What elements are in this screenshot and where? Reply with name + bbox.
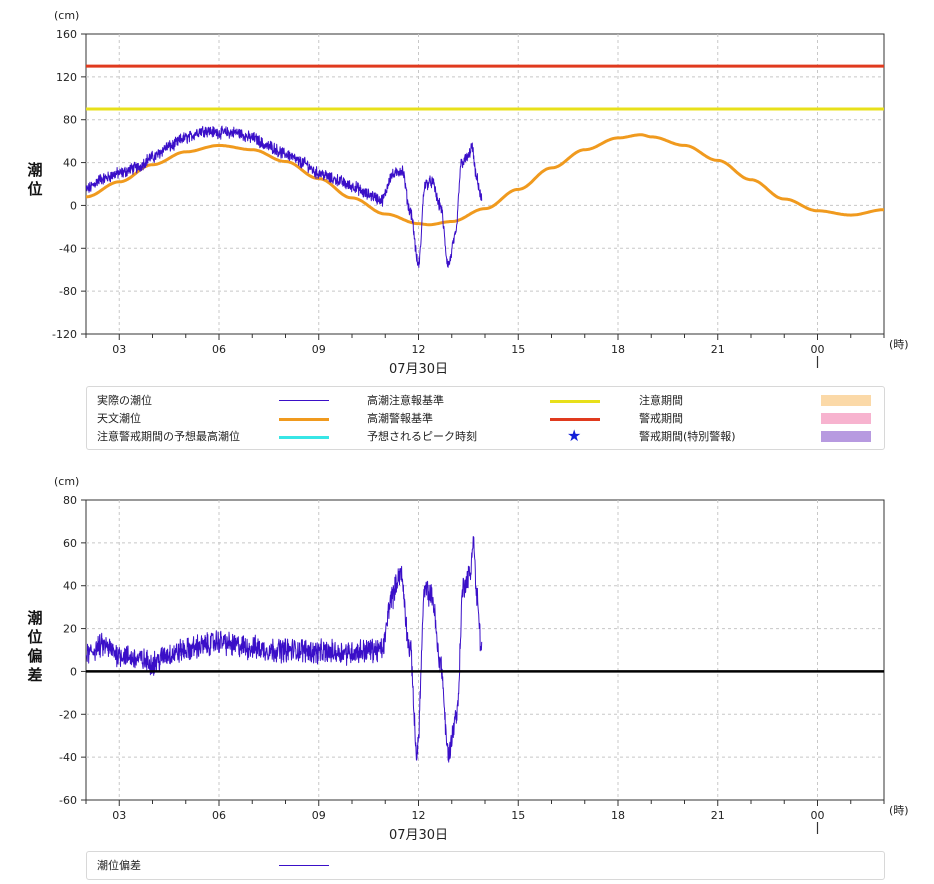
- legend-label: 警戒期間(特別警報): [639, 430, 736, 443]
- date-label: 07月30日: [389, 828, 448, 843]
- legend-line-swatch: [279, 418, 329, 421]
- y-tick-label: -60: [59, 794, 77, 807]
- tide-deviation-chart: -60 -40 -20 0 20 40 60 80 03 06 09 12 15 18 21 00 07月30日…: [27, 475, 909, 843]
- y-unit-label: (cm): [54, 475, 79, 488]
- x-tick-label: 18: [611, 343, 625, 356]
- y-tick-label: 20: [63, 623, 77, 636]
- tide-level-chart: -120 -80 -40 0 40 80 120 160 03 06 09 12 15 18 21 00 07月…: [27, 9, 909, 377]
- x-tick-label: 00: [811, 809, 825, 822]
- x-tick-label: 12: [412, 343, 426, 356]
- x-tick-label: 21: [711, 809, 725, 822]
- plot-area: [85, 33, 885, 335]
- y-tick-label: -40: [59, 751, 77, 764]
- x-tick-label: 18: [611, 809, 625, 822]
- series-line-0: [86, 536, 483, 763]
- x-tick-label: 15: [511, 809, 525, 822]
- y-unit-label: (cm): [54, 9, 79, 22]
- y-tick-label: 0: [70, 665, 77, 678]
- tide-deviation-legend: 潮位偏差: [86, 851, 885, 880]
- x-tick-label: 09: [312, 809, 326, 822]
- plot-area: [85, 499, 885, 801]
- x-tick-label: 06: [212, 809, 226, 822]
- legend-line-swatch: [279, 400, 329, 401]
- y-tick-label: 120: [56, 71, 77, 84]
- y-axis-label: 潮位偏差: [27, 609, 42, 684]
- x-tick-label: 21: [711, 343, 725, 356]
- y-tick-label: 80: [63, 114, 77, 127]
- series-line-2: [86, 133, 884, 227]
- y-tick-label: 40: [63, 580, 77, 593]
- legend-label: 注意警戒期間の予想最高潮位: [97, 430, 240, 443]
- x-tick-label: 15: [511, 343, 525, 356]
- x-unit-label: (時): [889, 804, 909, 817]
- x-unit-label: (時): [889, 338, 909, 351]
- legend-label: 警戒期間: [639, 412, 683, 425]
- legend-box-swatch: [821, 413, 871, 424]
- legend-label: 高潮注意報基準: [367, 394, 444, 407]
- legend-label: 潮位偏差: [97, 859, 141, 872]
- legend-line-swatch: [279, 865, 329, 866]
- series-line-3: [86, 125, 483, 268]
- y-tick-label: -20: [59, 708, 77, 721]
- y-axis-label: 潮位: [27, 161, 42, 198]
- legend-line-swatch: [279, 436, 329, 439]
- x-tick-label: 03: [112, 343, 126, 356]
- y-tick-label: -40: [59, 242, 77, 255]
- date-label: 07月30日: [389, 362, 448, 377]
- legend-box-swatch: [821, 395, 871, 406]
- x-tick-label: 12: [412, 809, 426, 822]
- legend-line-swatch: [550, 400, 600, 403]
- legend-label: 高潮警報基準: [367, 412, 433, 425]
- x-tick-label: 09: [312, 343, 326, 356]
- star-icon: ★: [567, 426, 582, 445]
- legend-label: 実際の潮位: [97, 394, 152, 407]
- y-tick-label: 40: [63, 157, 77, 170]
- y-tick-label: -80: [59, 285, 77, 298]
- y-tick-label: 0: [70, 199, 77, 212]
- y-tick-label: -120: [52, 328, 77, 341]
- x-tick-label: 00: [811, 343, 825, 356]
- x-tick-label: 06: [212, 343, 226, 356]
- tide-level-legend: 実際の潮位天文潮位注意警戒期間の予想最高潮位 高潮注意報基準 高潮警報基準予想される…: [86, 386, 885, 450]
- y-tick-label: 160: [56, 28, 77, 41]
- legend-box-swatch: [821, 431, 871, 442]
- legend-label: 天文潮位: [97, 412, 141, 425]
- y-tick-label: 60: [63, 537, 77, 550]
- legend-label: 注意期間: [639, 394, 683, 407]
- x-tick-label: 03: [112, 809, 126, 822]
- y-tick-label: 80: [63, 494, 77, 507]
- legend-line-swatch: [550, 418, 600, 421]
- legend-label: 予想されるピーク時刻: [367, 430, 477, 443]
